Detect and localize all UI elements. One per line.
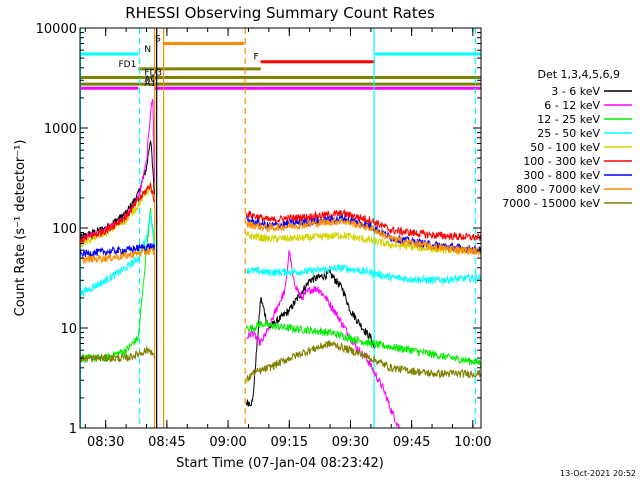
- series-line-2: [80, 208, 155, 363]
- flag-label-n: N: [144, 45, 151, 55]
- legend-label: 800 - 7000 keV: [516, 183, 600, 196]
- x-axis-label: Start Time (07-Jan-04 08:23:42): [176, 456, 384, 471]
- flag-label-a1: A1: [144, 79, 156, 89]
- flag-label-f: F: [254, 53, 259, 63]
- y-tick-label: 1: [69, 422, 77, 437]
- legend-label: 100 - 300 keV: [523, 155, 600, 168]
- flag-label-fd1: FD1: [118, 60, 136, 70]
- legend-label: 12 - 25 keV: [537, 113, 600, 126]
- legend-label: 50 - 100 keV: [530, 141, 600, 154]
- y-tick-label: 10: [60, 322, 77, 337]
- x-tick-label: 08:45: [148, 435, 185, 450]
- legend-title: Det 1,3,4,5,6,9: [537, 68, 620, 81]
- series-line-7: [80, 247, 155, 264]
- legend-label: 3 - 6 keV: [551, 85, 600, 98]
- legend-label: 300 - 800 keV: [523, 169, 600, 182]
- x-tick-label: 09:00: [209, 435, 246, 450]
- x-tick-label: 09:45: [393, 435, 430, 450]
- legend-label: 25 - 50 keV: [537, 127, 600, 140]
- y-axis-label: Count Rate (s⁻¹ detector⁻¹): [13, 140, 28, 317]
- x-tick-label: 09:30: [332, 435, 369, 450]
- series-line-5: [245, 208, 481, 241]
- series-line-8: [245, 340, 481, 383]
- y-tick-label: 10000: [36, 22, 77, 37]
- series-line-3: [246, 264, 481, 286]
- timestamp: 13-Oct-2021 20:52: [560, 469, 636, 478]
- series-line-7: [245, 217, 481, 256]
- x-tick-label: 08:30: [87, 435, 124, 450]
- x-tick-label: 09:15: [271, 435, 308, 450]
- y-tick-label: 100: [52, 222, 77, 237]
- series-line-5: [80, 182, 155, 244]
- flag-label-s: S: [155, 34, 161, 44]
- y-tick-label: 1000: [44, 122, 77, 137]
- legend-label: 6 - 12 keV: [544, 99, 600, 112]
- series-line-8: [80, 346, 155, 364]
- flag-label-a0: A0: [144, 75, 156, 85]
- legend-label: 7000 - 15000 keV: [502, 197, 600, 210]
- chart-title: RHESSI Observing Summary Count Rates: [125, 4, 435, 22]
- series-line-2: [245, 320, 481, 367]
- x-tick-label: 10:00: [454, 435, 491, 450]
- flag-label-fd3: FD3: [144, 68, 162, 78]
- series-line-6: [80, 242, 155, 260]
- series-line-1: [246, 249, 400, 428]
